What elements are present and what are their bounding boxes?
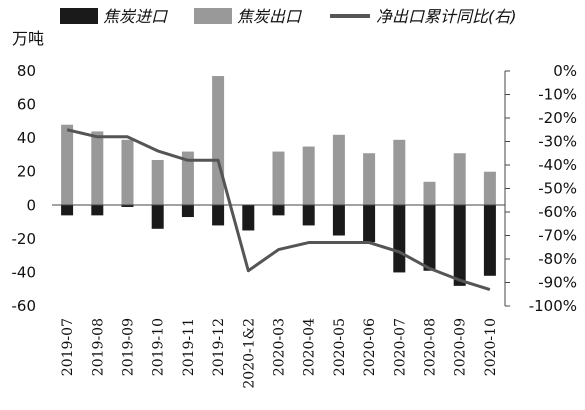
- x-tick-label: 2019-08: [90, 318, 106, 376]
- bar-export: [363, 153, 376, 206]
- bar-import: [453, 205, 466, 286]
- y2-tick-label: -50%: [538, 180, 577, 198]
- bar-import: [302, 205, 315, 226]
- y-axis-left: 80 60 40 20 0 -20 -40 -60: [12, 62, 37, 315]
- bar-export: [61, 124, 74, 206]
- x-tick-label: 2020-05: [332, 318, 348, 376]
- bar-export: [483, 171, 496, 206]
- x-tick-label: 2020-09: [453, 318, 469, 376]
- y-tick-label: -60: [12, 297, 37, 315]
- x-tick-label: 2020-03: [272, 318, 288, 376]
- bar-export: [151, 159, 164, 206]
- y2-tick-label: -10%: [538, 86, 577, 104]
- x-tick-label: 2020-07: [392, 318, 408, 376]
- bar-export: [212, 76, 225, 206]
- y-axis-right: 0% -10% -20% -30% -40% -50% -60% -70% -80% -90% -1…: [505, 62, 577, 315]
- bar-export: [181, 151, 194, 206]
- y-tick-label: 40: [17, 129, 36, 147]
- bar-export: [332, 134, 345, 206]
- y2-tick-label: -70%: [538, 227, 577, 245]
- bar-import: [483, 205, 496, 276]
- bar-import: [393, 205, 406, 273]
- bar-import: [61, 205, 74, 216]
- x-tick-label: 2019-11: [181, 318, 197, 376]
- bar-import: [272, 205, 285, 216]
- y-tick-label: -20: [12, 230, 37, 248]
- net-export-polyline: [66, 128, 491, 291]
- legend: 焦炭进口 焦炭出口 净出口累计同比(右): [60, 7, 517, 26]
- x-tick-label: 2020-08: [423, 318, 439, 376]
- legend-label-net: 净出口累计同比(右): [376, 7, 517, 26]
- net-export-line: [66, 128, 491, 291]
- x-tick-label: 2020-10: [483, 318, 499, 376]
- y-tick-label: 20: [17, 163, 36, 181]
- bar-import: [242, 205, 255, 231]
- bars: [61, 76, 496, 286]
- bar-import: [151, 205, 164, 229]
- x-tick-label: 2019-07: [60, 318, 76, 376]
- bar-export: [91, 131, 104, 206]
- y-tick-label: 60: [17, 96, 36, 114]
- bar-import: [121, 205, 134, 207]
- x-axis: 2019-07 2019-08 2019-09 2019-10 2019-11 2019-…: [60, 318, 499, 389]
- bar-import: [423, 205, 436, 271]
- y-tick-label: 0: [26, 196, 36, 214]
- bar-import: [181, 205, 194, 218]
- bar-export: [121, 139, 134, 206]
- legend-swatch-import: [60, 8, 98, 24]
- x-tick-label: 2019-10: [151, 318, 167, 376]
- bar-export: [272, 151, 285, 206]
- bar-import: [91, 205, 104, 216]
- y2-tick-label: -90%: [538, 274, 577, 292]
- bar-export: [302, 146, 315, 206]
- y-tick-label: -40: [12, 263, 37, 281]
- legend-label-import: 焦炭进口: [103, 7, 168, 26]
- y2-tick-label: -30%: [538, 133, 577, 151]
- x-tick-label: 2019-12: [211, 318, 227, 376]
- y2-tick-label: -60%: [538, 203, 577, 221]
- y2-tick-label: -40%: [538, 156, 577, 174]
- y-axis-unit: 万吨: [12, 29, 44, 48]
- bar-import: [212, 205, 225, 226]
- bar-export: [453, 153, 466, 206]
- bar-export: [423, 181, 436, 206]
- bar-export: [393, 139, 406, 206]
- bar-import: [363, 205, 376, 243]
- y2-tick-label: -20%: [538, 109, 577, 127]
- bar-import: [332, 205, 345, 236]
- x-tick-label: 2020-1&2: [241, 318, 257, 389]
- x-tick-label: 2020-06: [362, 318, 378, 376]
- y-tick-label: 80: [17, 62, 36, 80]
- y2-tick-label: -100%: [529, 297, 577, 315]
- legend-swatch-export: [194, 8, 232, 24]
- x-tick-label: 2020-04: [302, 318, 318, 376]
- legend-label-export: 焦炭出口: [237, 7, 302, 26]
- y2-tick-label: 0%: [553, 62, 577, 80]
- x-tick-label: 2019-09: [121, 318, 137, 376]
- y2-tick-label: -80%: [538, 250, 577, 268]
